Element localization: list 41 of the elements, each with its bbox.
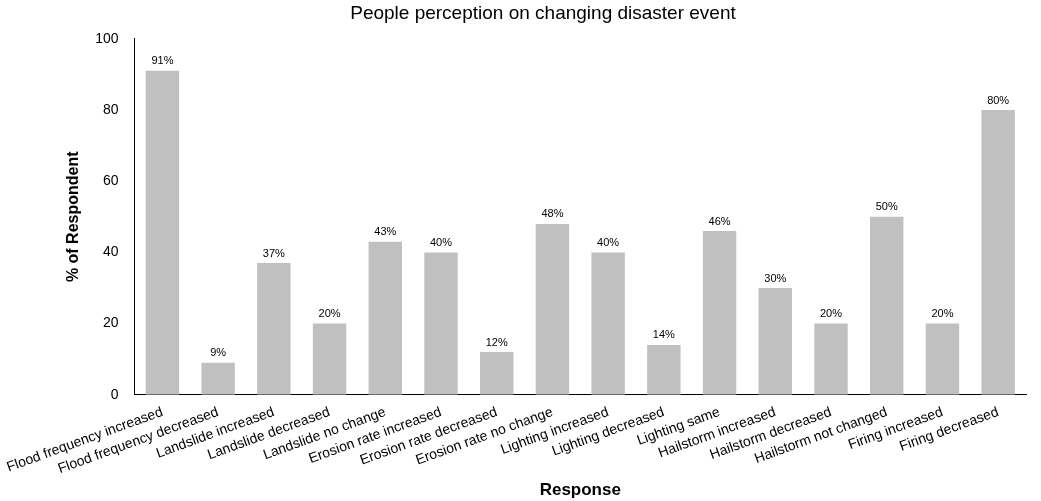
bar — [925, 323, 960, 395]
bar — [981, 110, 1015, 395]
bar — [424, 252, 458, 395]
y-tick-label: 40 — [102, 243, 119, 260]
x-axis-title: Response — [539, 480, 621, 500]
data-label: 20% — [819, 307, 843, 320]
y-tick-label: 0 — [110, 385, 119, 402]
data-label: 46% — [708, 214, 731, 227]
y-axis-title: % of Respondent — [64, 150, 82, 283]
bar — [479, 352, 514, 395]
bar — [368, 241, 402, 395]
bar — [145, 70, 180, 395]
y-tick-label: 80 — [102, 100, 119, 117]
bar — [535, 223, 570, 395]
bar — [870, 216, 904, 395]
data-label: 14% — [652, 328, 676, 341]
bar — [814, 323, 848, 395]
data-label: 40% — [429, 235, 453, 248]
data-label: 40% — [597, 235, 620, 248]
bar — [591, 252, 625, 395]
bar — [647, 344, 681, 395]
data-label: 43% — [374, 225, 397, 238]
data-label: 91% — [151, 54, 174, 67]
data-label: 50% — [875, 200, 898, 213]
y-tick-label: 100 — [95, 29, 119, 46]
y-tick-label: 60 — [102, 172, 119, 189]
bar — [201, 362, 235, 395]
data-label: 20% — [318, 307, 341, 320]
bar — [702, 231, 737, 395]
data-label: 37% — [262, 246, 286, 259]
data-label: 48% — [541, 207, 564, 220]
chart-title: People perception on changing disaster event — [350, 1, 737, 23]
y-tick-label: 20 — [102, 314, 119, 331]
bar — [312, 323, 347, 395]
data-label: 30% — [764, 271, 787, 284]
data-label: 20% — [931, 307, 954, 320]
data-label: 12% — [485, 335, 508, 348]
bar — [257, 263, 291, 395]
bar — [758, 287, 792, 395]
data-label: 9% — [210, 346, 227, 359]
data-label: 80% — [987, 93, 1010, 106]
